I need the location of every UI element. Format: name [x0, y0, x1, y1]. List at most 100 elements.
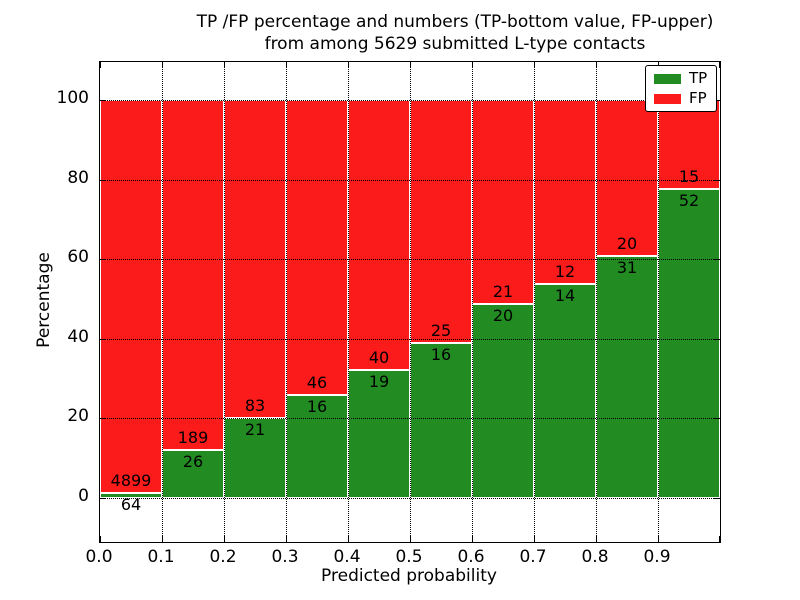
y-tick-label: 60	[67, 247, 89, 268]
gridline-vertical	[534, 62, 535, 542]
bar-tp-segment	[658, 189, 720, 498]
legend-item-tp: TP	[654, 71, 707, 86]
y-tick-label: 100	[56, 88, 89, 108]
x-tick-mark-top	[286, 62, 287, 68]
bar-fp-count-label: 83	[244, 395, 266, 415]
bar-tp-count-label: 21	[244, 419, 266, 439]
y-tick-label: 0	[78, 486, 89, 506]
y-tick-mark-left	[100, 338, 106, 340]
plot-area: 4899 64 189 26 83 21 46 16 40 19 25 16 21 20 12 14 20 31 1…	[99, 61, 721, 543]
y-tick-mark-right	[714, 179, 720, 181]
x-tick-mark-bottom	[596, 536, 597, 542]
legend-swatch-tp	[654, 73, 681, 84]
bar-fp-segment	[534, 100, 596, 284]
x-tick-mark-bottom	[348, 536, 349, 542]
gridline-vertical	[224, 62, 225, 542]
bar-fp-count-label: 25	[430, 320, 452, 340]
x-tick-mark-bottom	[658, 536, 659, 542]
bar-tp-segment	[286, 395, 348, 498]
legend-swatch-fp	[654, 93, 681, 104]
x-tick-mark-top	[162, 62, 163, 68]
y-tick-mark-left	[100, 498, 106, 499]
x-tick-mark-top	[224, 62, 225, 68]
bar-fp-count-label: 4899	[110, 470, 152, 490]
x-tick-mark-bottom	[410, 536, 411, 542]
legend: TP FP	[645, 65, 718, 112]
y-tick-label: 40	[67, 326, 89, 347]
legend-item-fp: FP	[654, 91, 707, 106]
x-tick-mark-bottom	[224, 536, 225, 542]
x-tick-mark-bottom	[472, 536, 473, 542]
bar-fp-segment	[658, 100, 720, 190]
chart-title-line-1: TP /FP percentage and numbers (TP-bottom…	[196, 12, 714, 32]
x-tick-mark-top	[534, 62, 535, 68]
x-axis-label: Predicted probability	[321, 566, 497, 586]
y-tick-label: 80	[67, 167, 89, 188]
legend-label-fp: FP	[689, 89, 707, 107]
bar-tp-count-label: 31	[616, 258, 638, 278]
x-tick-label: 0.2	[209, 547, 237, 567]
bar-tp-segment	[224, 417, 286, 498]
x-tick-label: 0.0	[85, 547, 113, 567]
gridline-vertical	[162, 62, 163, 542]
x-tick-label: 0.4	[333, 547, 361, 567]
bar-tp-count-label: 16	[430, 344, 452, 364]
bar-tp-count-label: 20	[492, 305, 514, 325]
x-tick-mark-top	[472, 62, 473, 68]
bar-tp-count-label: 19	[368, 371, 390, 391]
bar-tp-segment	[410, 342, 472, 498]
y-tick-mark-left	[100, 418, 106, 420]
x-tick-label: 0.7	[519, 547, 547, 567]
bar-fp-count-label: 40	[368, 347, 390, 367]
x-tick-mark-top	[596, 62, 597, 68]
gridline-vertical	[348, 62, 349, 542]
bar-fp-count-label: 21	[492, 281, 514, 301]
bar-fp-segment	[100, 100, 162, 493]
gridline-vertical	[658, 62, 659, 542]
bar-tp-count-label: 16	[306, 397, 328, 417]
x-tick-label: 0.3	[271, 547, 299, 567]
x-tick-mark-top	[348, 62, 349, 68]
bar-fp-count-label: 20	[616, 234, 638, 254]
gridline-vertical	[410, 62, 411, 542]
x-tick-mark-top	[100, 62, 101, 68]
x-tick-mark-bottom	[162, 536, 163, 542]
x-tick-mark-bottom	[534, 536, 535, 542]
x-tick-label: 0.5	[395, 547, 423, 567]
y-tick-mark-left	[100, 100, 106, 101]
y-tick-mark-left	[100, 259, 106, 261]
bar-fp-segment	[348, 100, 410, 370]
gridline-vertical	[596, 62, 597, 542]
x-tick-mark-top	[410, 62, 411, 68]
bar-fp-segment	[596, 100, 658, 257]
bar-tp-segment	[472, 303, 534, 498]
x-tick-label: 0.6	[457, 547, 485, 567]
bar-fp-count-label: 15	[678, 167, 700, 187]
bar-tp-segment	[162, 449, 224, 498]
y-tick-label: 20	[67, 406, 89, 427]
legend-label-tp: TP	[689, 69, 708, 87]
bar-tp-segment	[534, 283, 596, 498]
bar-fp-count-label: 12	[554, 261, 576, 281]
bar-fp-count-label: 46	[306, 373, 328, 393]
x-tick-label: 0.9	[643, 547, 671, 567]
y-tick-mark-right	[714, 338, 720, 340]
x-tick-mark-bottom	[719, 536, 720, 542]
gridline-vertical	[286, 62, 287, 542]
x-tick-mark-bottom	[286, 536, 287, 542]
x-tick-mark-top	[719, 62, 720, 68]
bar-fp-segment	[410, 100, 472, 343]
x-tick-label: 0.1	[147, 547, 175, 567]
bar-tp-segment	[100, 492, 162, 498]
y-tick-mark-left	[100, 179, 106, 181]
x-tick-mark-bottom	[100, 536, 101, 542]
bar-fp-segment	[286, 100, 348, 396]
bar-fp-segment	[472, 100, 534, 304]
bar-fp-segment	[162, 100, 224, 450]
y-tick-mark-right	[714, 418, 720, 420]
bar-fp-count-label: 189	[177, 427, 209, 447]
bar-tp-count-label: 64	[120, 494, 142, 514]
y-tick-mark-right	[714, 498, 720, 499]
x-tick-label: 0.8	[581, 547, 609, 567]
chart-title-line-2: from among 5629 submitted L-type contact…	[264, 34, 646, 54]
